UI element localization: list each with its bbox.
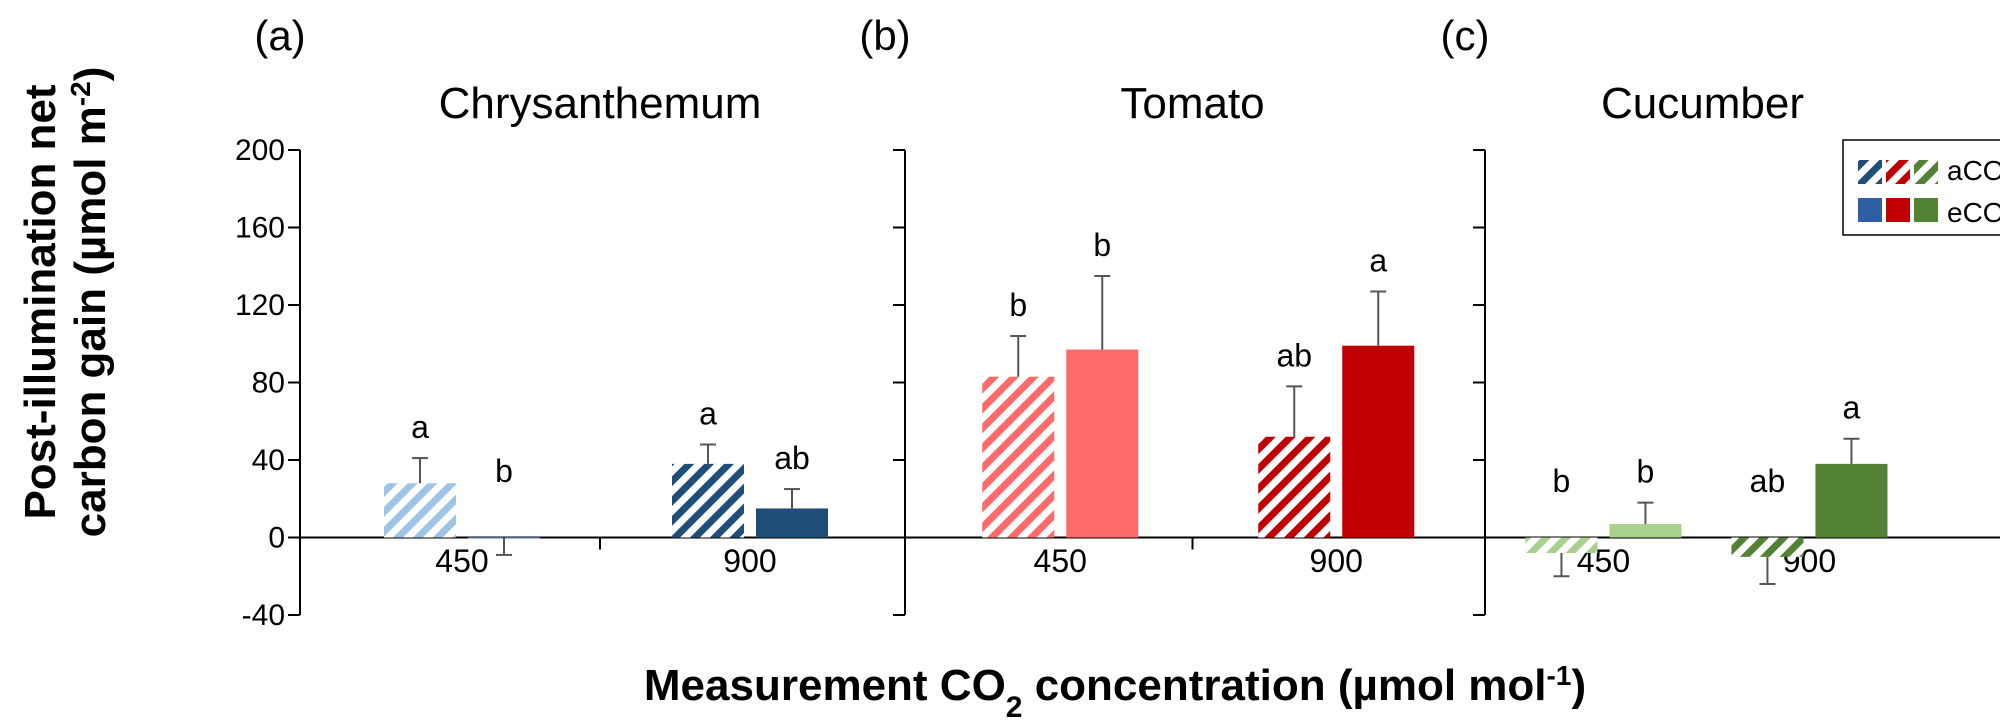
significance-label: a <box>1843 390 1861 426</box>
legend-swatch-solid <box>1858 198 1882 222</box>
y-tick-label: 160 <box>235 212 285 245</box>
y-axis-label-line2: carbon gain (µmol m-2) <box>65 67 116 538</box>
y-tick-label: -40 <box>242 599 285 632</box>
y-tick-label: 200 <box>235 134 285 167</box>
bar-eco2-450 <box>1066 349 1139 538</box>
panel-title: Tomato <box>1120 79 1264 128</box>
category-label: 900 <box>1310 543 1363 579</box>
x-axis-label: Measurement CO2 concentration (µmol mol-… <box>644 660 1586 724</box>
bar-aco2-900 <box>1258 436 1331 538</box>
legend-label-aco2: aCO2 <box>1947 155 2000 196</box>
bar-aco2-900 <box>672 463 744 538</box>
panel-title: Chrysanthemum <box>439 79 762 128</box>
significance-label: b <box>1093 227 1111 263</box>
significance-label: ab <box>774 440 810 476</box>
y-tick-label: 0 <box>268 522 285 555</box>
bar-eco2-900 <box>756 508 828 538</box>
y-tick-label: 40 <box>252 444 285 477</box>
significance-label: b <box>1009 287 1027 323</box>
bar-aco2-900 <box>1731 537 1804 557</box>
panel-letter: (b) <box>859 12 910 59</box>
panel-title: Cucumber <box>1601 79 1804 128</box>
significance-label: b <box>495 453 513 489</box>
significance-label: b <box>1637 454 1655 490</box>
panel-tomato: (b) Tomato 450 b b 900 ab a <box>859 12 1480 616</box>
y-tick-label: 120 <box>235 289 285 322</box>
category-label: 900 <box>723 543 776 579</box>
panels: (a)Chrysanthemum450ab900aab(b)Tomato450b… <box>254 12 2000 616</box>
significance-label: a <box>1369 242 1387 278</box>
y-axis-ticks: 200 160 120 80 40 0 -40 <box>235 134 285 632</box>
bar-eco2-450 <box>1609 523 1682 538</box>
significance-label: b <box>1553 463 1571 499</box>
category-label: 450 <box>435 543 488 579</box>
legend-swatch-solid <box>1886 198 1910 222</box>
y-tick-label: 80 <box>252 367 285 400</box>
panel-letter: (c) <box>1441 12 1490 59</box>
bar-eco2-900 <box>1815 463 1888 538</box>
legend-swatch-hatched <box>1886 160 1910 184</box>
category-label: 450 <box>1034 543 1087 579</box>
significance-label: a <box>699 396 717 432</box>
bar-eco2-900 <box>1342 345 1415 538</box>
legend-swatch-solid <box>1914 198 1938 222</box>
significance-label: ab <box>1276 337 1312 373</box>
bar-aco2-450 <box>982 376 1055 538</box>
significance-label: ab <box>1750 463 1786 499</box>
legend-label-eco2: eCO2 <box>1947 197 2000 238</box>
bar-aco2-450 <box>384 483 456 538</box>
y-axis-label-line1: Post-illumination net <box>16 84 65 519</box>
legend-swatch-hatched <box>1858 160 1882 184</box>
legend-swatch-hatched <box>1914 160 1938 184</box>
legend: aCO2 eCO2 <box>1842 139 2000 238</box>
legend-swatches <box>1858 160 1938 222</box>
bar-aco2-450 <box>1525 537 1598 553</box>
significance-label: a <box>411 409 429 445</box>
panel-letter: (a) <box>254 12 305 59</box>
y-axis-label: Post-illumination net carbon gain (µmol … <box>16 67 115 538</box>
